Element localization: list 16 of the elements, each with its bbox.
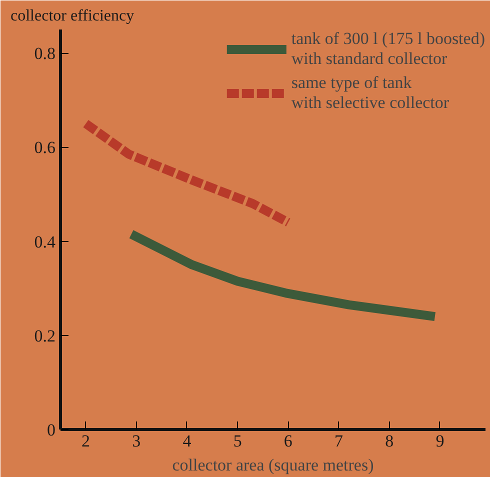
x-tick-label: 9: [436, 432, 444, 450]
x-axis-title: collector area (square metres): [172, 456, 374, 474]
y-tick-label: 0.2: [34, 326, 56, 346]
chart-title: collector efficiency: [10, 8, 134, 24]
x-tick-label: 5: [233, 432, 242, 450]
x-tick-label: 3: [132, 432, 141, 450]
y-tick-label: 0: [47, 420, 56, 440]
y-tick-label: 0.6: [34, 138, 56, 158]
x-tick-label: 4: [182, 432, 192, 450]
y-tick-label: 0.8: [34, 44, 56, 64]
x-tick-label: 7: [334, 432, 344, 450]
x-tick-label: 2: [82, 432, 90, 450]
y-tick-label: 0.4: [34, 232, 56, 252]
x-tick-label: 8: [385, 432, 394, 450]
x-tick-label: 6: [284, 432, 292, 450]
legend-label: same type of tank with selective collector: [291, 73, 450, 113]
